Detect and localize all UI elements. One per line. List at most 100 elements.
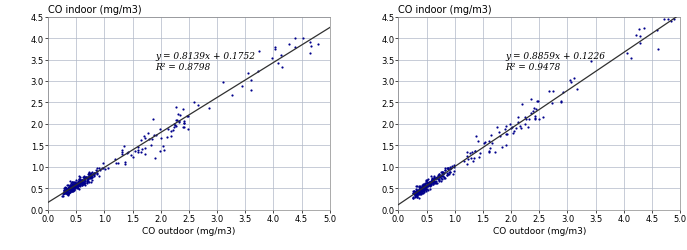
Point <box>79 175 90 179</box>
Point <box>78 180 89 184</box>
Point <box>168 129 179 133</box>
Point <box>135 139 146 143</box>
Point <box>462 154 473 158</box>
Point <box>159 148 170 152</box>
Point <box>60 192 71 196</box>
Point <box>85 175 96 179</box>
Point <box>414 188 425 192</box>
Point <box>425 179 436 183</box>
Point <box>418 183 429 187</box>
Point <box>122 152 133 156</box>
Point <box>138 135 149 139</box>
Point <box>120 160 131 164</box>
Point <box>66 187 77 191</box>
Point <box>73 179 84 183</box>
Point <box>425 174 436 178</box>
Point <box>414 186 425 190</box>
Point <box>148 118 159 122</box>
Point <box>427 177 438 181</box>
Point <box>484 140 495 144</box>
Point <box>61 183 72 187</box>
Point <box>58 192 69 196</box>
Point <box>77 178 88 182</box>
Point <box>585 60 596 64</box>
Point <box>81 177 92 181</box>
Point <box>414 190 425 194</box>
Point <box>408 189 419 193</box>
Point <box>64 185 75 189</box>
Point <box>441 171 452 175</box>
Point <box>58 190 69 194</box>
Point <box>440 167 451 171</box>
Point <box>86 171 97 175</box>
Point <box>473 156 484 160</box>
Point <box>146 143 157 147</box>
Point <box>418 187 429 191</box>
Point <box>418 183 429 187</box>
Point <box>521 118 532 122</box>
Point <box>174 120 185 124</box>
Point <box>93 166 104 170</box>
Point <box>513 121 523 125</box>
Point <box>172 118 183 122</box>
Point <box>442 167 453 171</box>
Point <box>78 179 89 183</box>
Point <box>81 175 92 179</box>
Point <box>414 190 425 194</box>
Point <box>60 192 71 196</box>
Point <box>433 174 444 178</box>
Point <box>313 43 324 47</box>
Point <box>245 78 256 82</box>
Point <box>419 184 430 188</box>
Point <box>412 192 423 196</box>
Point <box>421 180 432 184</box>
Point <box>84 175 95 179</box>
Point <box>71 186 82 190</box>
Point <box>80 182 91 186</box>
Point <box>417 186 428 190</box>
Point <box>414 190 425 194</box>
Point <box>155 149 166 153</box>
Point <box>438 175 449 179</box>
Point <box>428 178 439 182</box>
Point <box>502 132 513 136</box>
X-axis label: CO outdoor (mg/m3): CO outdoor (mg/m3) <box>493 226 586 235</box>
Point <box>412 192 423 196</box>
Point <box>60 186 71 190</box>
Point <box>424 182 435 186</box>
Point <box>407 192 418 196</box>
Point <box>59 190 70 194</box>
Point <box>412 190 423 194</box>
Point <box>189 101 200 105</box>
Point <box>269 46 280 50</box>
Point <box>91 166 102 170</box>
Point <box>74 179 85 183</box>
Point <box>76 182 87 186</box>
Point <box>178 108 189 112</box>
Point <box>89 173 100 177</box>
Point <box>75 180 86 184</box>
Point <box>411 191 422 195</box>
Point <box>415 184 426 188</box>
Point <box>168 122 179 126</box>
Point <box>408 192 419 196</box>
Point <box>68 186 79 190</box>
Point <box>74 174 85 178</box>
Point <box>82 175 93 179</box>
Point <box>63 187 74 191</box>
Point <box>410 192 421 196</box>
Point <box>407 196 418 200</box>
Point <box>420 181 431 185</box>
Point <box>61 189 72 193</box>
Point <box>418 182 429 186</box>
Point <box>71 182 82 186</box>
Point <box>78 180 89 184</box>
Point <box>427 180 438 184</box>
Point <box>73 181 84 185</box>
Point <box>412 189 423 193</box>
Point <box>423 182 433 186</box>
Point <box>413 189 424 193</box>
Point <box>84 172 95 176</box>
Point <box>416 190 427 194</box>
Point <box>429 177 440 181</box>
